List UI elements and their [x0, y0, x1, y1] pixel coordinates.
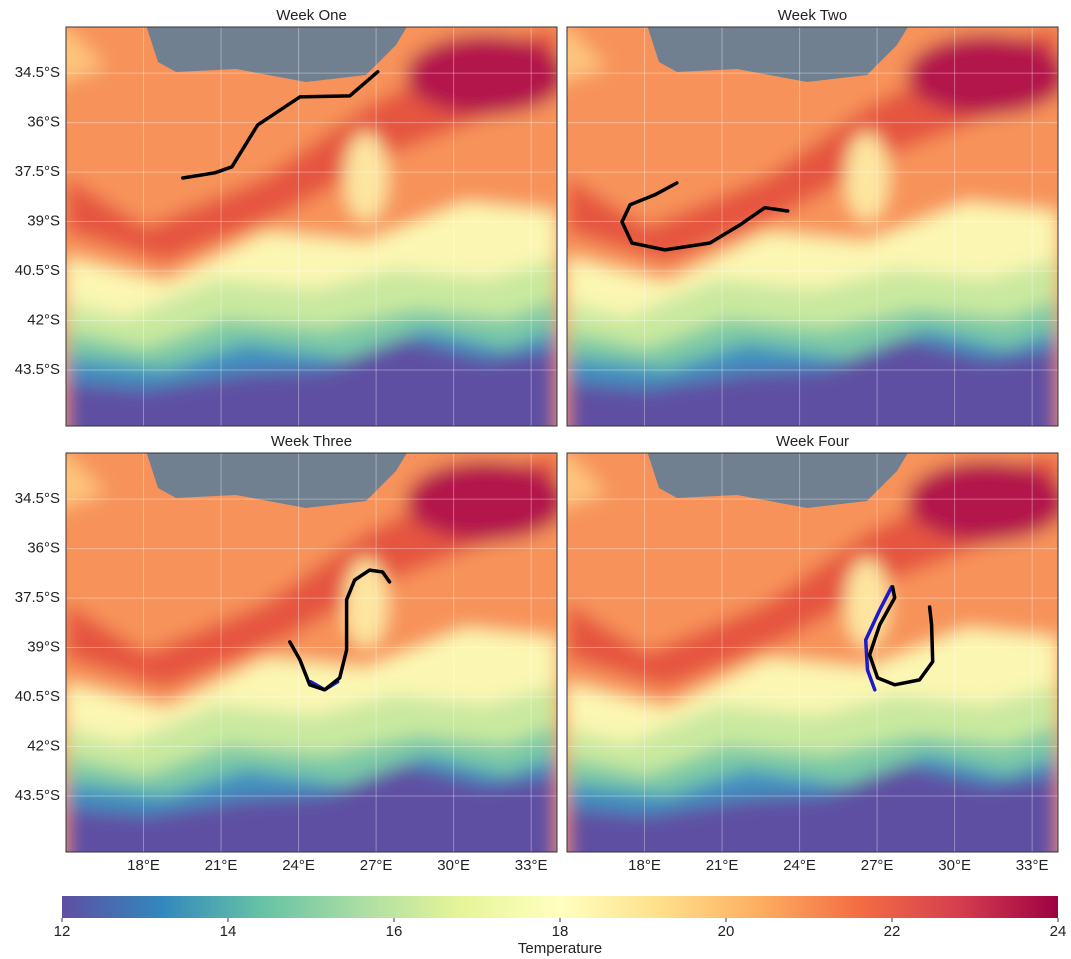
- x-tick-label: 21°E: [706, 857, 739, 874]
- y-tick-label: 42°S: [27, 737, 60, 754]
- y-tick-label: 34.5°S: [15, 490, 60, 507]
- y-tick-label: 43.5°S: [15, 361, 60, 378]
- panel-title: Week Three: [271, 433, 352, 450]
- x-tick-label: 21°E: [205, 857, 238, 874]
- temperature-field: [66, 453, 557, 852]
- field-patch: [567, 765, 1058, 852]
- colorbar-tick-label: 14: [220, 923, 237, 940]
- temperature-field: [567, 453, 1058, 852]
- field-patch: [66, 339, 557, 426]
- land: [146, 27, 407, 82]
- x-tick-label: 18°E: [628, 857, 661, 874]
- map-panel: [66, 27, 557, 426]
- field-patch: [344, 132, 388, 222]
- temperature-field: [567, 27, 1058, 426]
- field-patch: [907, 461, 1058, 541]
- eddy-track: [288, 568, 392, 692]
- y-tick-label: 39°S: [27, 639, 60, 656]
- field-patch: [66, 453, 106, 507]
- colorbar: [62, 896, 1058, 918]
- temperature-field: [66, 27, 557, 426]
- x-tick-label: 18°E: [127, 857, 160, 874]
- field-patch: [567, 339, 1058, 426]
- y-tick-label: 36°S: [27, 540, 60, 557]
- field-patch: [66, 765, 557, 852]
- x-tick-label: 33°E: [515, 857, 548, 874]
- field-patch: [66, 27, 106, 81]
- colorbar-tick-label: 12: [54, 923, 71, 940]
- map-panel: [66, 453, 557, 852]
- x-tick-label: 24°E: [282, 857, 315, 874]
- x-tick-label: 30°E: [437, 857, 470, 874]
- x-tick-label: 30°E: [938, 857, 971, 874]
- y-tick-label: 37.5°S: [15, 163, 60, 180]
- y-tick-label: 37.5°S: [15, 589, 60, 606]
- x-tick-label: 24°E: [783, 857, 816, 874]
- map-panel: [567, 453, 1058, 852]
- x-tick-label: 27°E: [360, 857, 393, 874]
- eddy-track: [867, 585, 935, 687]
- colorbar-tick-label: 18: [552, 923, 569, 940]
- y-tick-label: 40.5°S: [15, 262, 60, 279]
- panel-title: Week One: [276, 7, 347, 24]
- panel-title: Week Two: [778, 7, 847, 24]
- y-tick-label: 34.5°S: [15, 64, 60, 81]
- y-tick-label: 42°S: [27, 311, 60, 328]
- panel-title: Week Four: [776, 433, 849, 450]
- land: [647, 27, 908, 82]
- y-tick-label: 43.5°S: [15, 787, 60, 804]
- y-tick-label: 36°S: [27, 114, 60, 131]
- panel-border: [65, 26, 558, 427]
- colorbar-tick-label: 16: [386, 923, 403, 940]
- colorbar-tick-label: 24: [1050, 923, 1067, 940]
- field-patch: [406, 461, 557, 541]
- map-panel: [567, 27, 1058, 426]
- field-patch: [567, 453, 607, 507]
- field-patch: [406, 35, 557, 115]
- y-tick-label: 40.5°S: [15, 688, 60, 705]
- colorbar-tick-label: 22: [884, 923, 901, 940]
- field-patch: [567, 27, 607, 81]
- panel-border: [65, 452, 558, 853]
- field-patch: [845, 132, 889, 222]
- eddy-track: [620, 181, 790, 252]
- y-tick-label: 39°S: [27, 213, 60, 230]
- panel-border: [566, 26, 1059, 427]
- land: [146, 453, 407, 508]
- eddy-track: [863, 585, 894, 692]
- x-tick-label: 33°E: [1016, 857, 1049, 874]
- panel-border: [566, 452, 1059, 853]
- land: [647, 453, 908, 508]
- x-tick-label: 27°E: [861, 857, 894, 874]
- eddy-track: [181, 70, 380, 180]
- colorbar-tick-label: 20: [718, 923, 735, 940]
- field-patch: [907, 35, 1058, 115]
- colorbar-label: Temperature: [518, 940, 602, 957]
